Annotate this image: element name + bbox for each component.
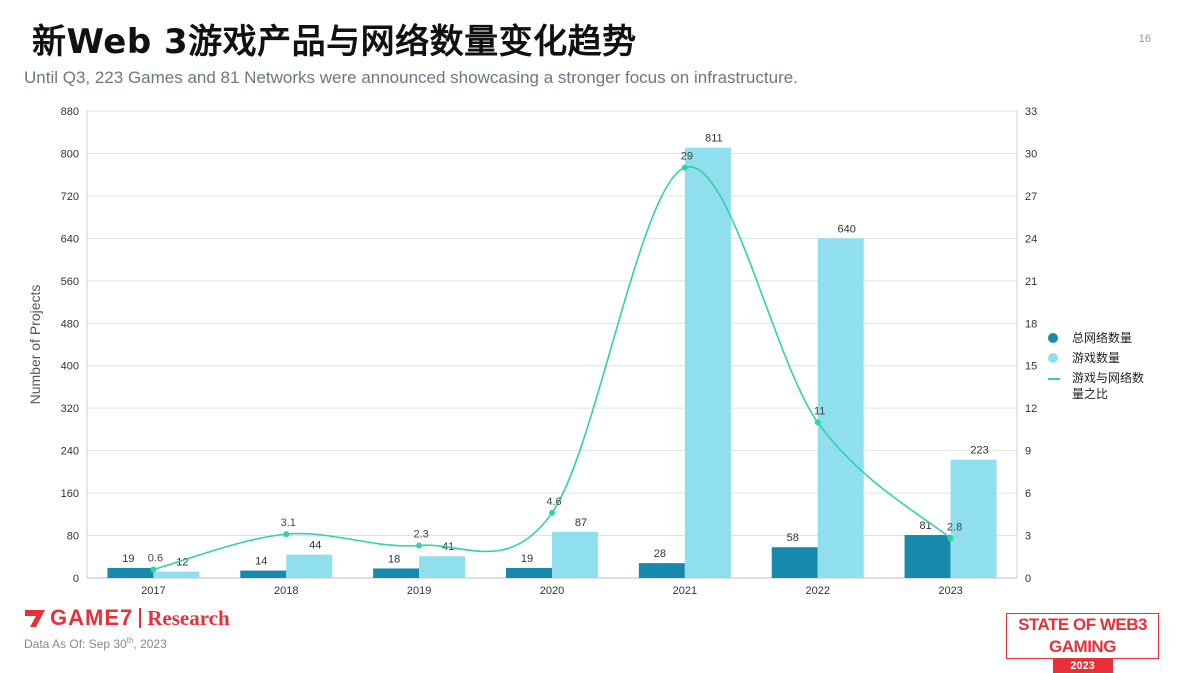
bar-networks — [904, 535, 951, 578]
ratio-data-label: 2.8 — [947, 521, 962, 533]
bar-data-label: 19 — [122, 553, 134, 565]
page-number: 16 — [1138, 33, 1151, 45]
ratio-point — [947, 535, 954, 542]
bar-data-label: 18 — [388, 553, 400, 565]
x-tick-label: 2021 — [673, 585, 697, 597]
y2-tick-label: 3 — [1025, 531, 1031, 543]
legend-item-games: 游戏数量 — [1048, 350, 1152, 366]
page-title: 新Web 3游戏产品与网络数量变化趋势 — [32, 22, 637, 62]
x-tick-label: 2019 — [407, 585, 431, 597]
ratio-point — [283, 531, 290, 538]
x-tick-label: 2023 — [938, 585, 962, 597]
bar-games — [153, 571, 200, 578]
ratio-data-label: 3.1 — [281, 517, 296, 529]
y2-tick-label: 12 — [1025, 403, 1037, 415]
ratio-point — [150, 566, 157, 573]
bar-data-label: 44 — [309, 540, 321, 552]
legend-label-games: 游戏数量 — [1072, 351, 1121, 365]
legend-item-ratio: 游戏与网络数量之比 — [1048, 370, 1152, 402]
y-tick-label: 240 — [61, 446, 79, 458]
bar-data-label: 87 — [575, 517, 587, 529]
ratio-point — [681, 164, 688, 171]
y-tick-label: 0 — [73, 573, 79, 585]
badge-title: STATE OF WEB3 GAMING — [1006, 613, 1159, 659]
y-tick-label: 80 — [67, 531, 79, 543]
ratio-data-label: 4.6 — [546, 496, 561, 508]
ratio-data-label: 0.6 — [148, 553, 163, 565]
bar-networks — [771, 547, 818, 578]
page-subtitle: Until Q3, 223 Games and 81 Networks were… — [24, 68, 798, 87]
logo-research-text: Research — [147, 605, 230, 630]
legend-swatch-games — [1048, 353, 1058, 363]
data-as-of-note: Data As Of: Sep 30th, 2023 — [24, 636, 167, 651]
logo-divider — [139, 608, 142, 628]
bar-games — [950, 459, 997, 578]
chart-legend: 总网络数量 游戏数量 游戏与网络数量之比 — [1048, 330, 1152, 406]
game7-logo-icon — [25, 610, 45, 627]
y-tick-label: 320 — [61, 403, 79, 415]
state-of-web3-gaming-badge: STATE OF WEB3 GAMING 2023 — [1006, 613, 1159, 673]
combo-chart: 0 80 160 240 320 400 480 560 640 720 800 880 0 3 6 9 12 1… — [27, 106, 1037, 597]
y2-tick-label: 9 — [1025, 446, 1031, 458]
bar-games — [684, 147, 731, 578]
bar-data-label: 58 — [787, 532, 799, 544]
x-tick-label: 2018 — [274, 585, 298, 597]
x-tick-label: 2017 — [141, 585, 165, 597]
bar-data-label: 640 — [838, 223, 856, 235]
ratio-data-label: 11 — [814, 405, 825, 417]
bar-data-label: 223 — [970, 445, 988, 457]
badge-year: 2023 — [1052, 659, 1113, 673]
y-tick-label: 720 — [61, 191, 79, 203]
ratio-point — [814, 419, 821, 426]
y2-tick-label: 30 — [1025, 148, 1037, 160]
y-axis-title: Number of Projects — [27, 285, 43, 405]
y2-tick-label: 33 — [1025, 106, 1037, 118]
y2-tick-label: 27 — [1025, 191, 1037, 203]
bar-data-label: 28 — [654, 548, 666, 560]
ratio-data-label: 2.3 — [413, 528, 428, 540]
y2-tick-label: 18 — [1025, 318, 1037, 330]
x-tick-label: 2020 — [540, 585, 564, 597]
bar-games — [552, 531, 598, 578]
y-tick-label: 480 — [61, 318, 79, 330]
x-tick-label: 2022 — [805, 585, 829, 597]
y2-tick-label: 21 — [1025, 276, 1037, 288]
y2-tick-label: 0 — [1025, 573, 1031, 585]
bar-data-label: 19 — [521, 553, 533, 565]
y2-tick-label: 15 — [1025, 361, 1037, 373]
ratio-point — [416, 542, 423, 549]
y-tick-label: 160 — [61, 488, 79, 500]
bar-networks — [638, 563, 685, 578]
bar-data-label: 14 — [255, 556, 267, 568]
bar-games — [419, 556, 466, 578]
y2-tick-label: 24 — [1025, 233, 1037, 245]
bar-networks — [240, 570, 287, 578]
bar-games — [817, 238, 864, 578]
bar-networks — [107, 567, 154, 578]
bar-networks — [506, 567, 552, 578]
bar-data-label: 81 — [919, 520, 931, 532]
y-tick-label: 800 — [61, 148, 79, 160]
game7-research-logo: GAME7 Research — [24, 605, 230, 631]
logo-brand-text: GAME7 — [50, 605, 134, 630]
bar-games — [286, 554, 333, 578]
y-tick-label: 640 — [61, 233, 79, 245]
bar-data-label: 811 — [705, 133, 723, 145]
y2-tick-label: 6 — [1025, 488, 1031, 500]
legend-label-ratio: 游戏与网络数量之比 — [1072, 371, 1145, 401]
legend-swatch-networks — [1048, 333, 1058, 343]
ratio-point — [549, 509, 555, 516]
ratio-data-label: 29 — [681, 151, 693, 163]
y-tick-label: 400 — [61, 361, 79, 373]
bar-networks — [373, 568, 420, 578]
y-tick-label: 560 — [61, 276, 79, 288]
legend-swatch-ratio — [1048, 378, 1060, 380]
legend-label-networks: 总网络数量 — [1072, 331, 1133, 345]
legend-item-networks: 总网络数量 — [1048, 330, 1152, 346]
y-tick-label: 880 — [61, 106, 79, 118]
